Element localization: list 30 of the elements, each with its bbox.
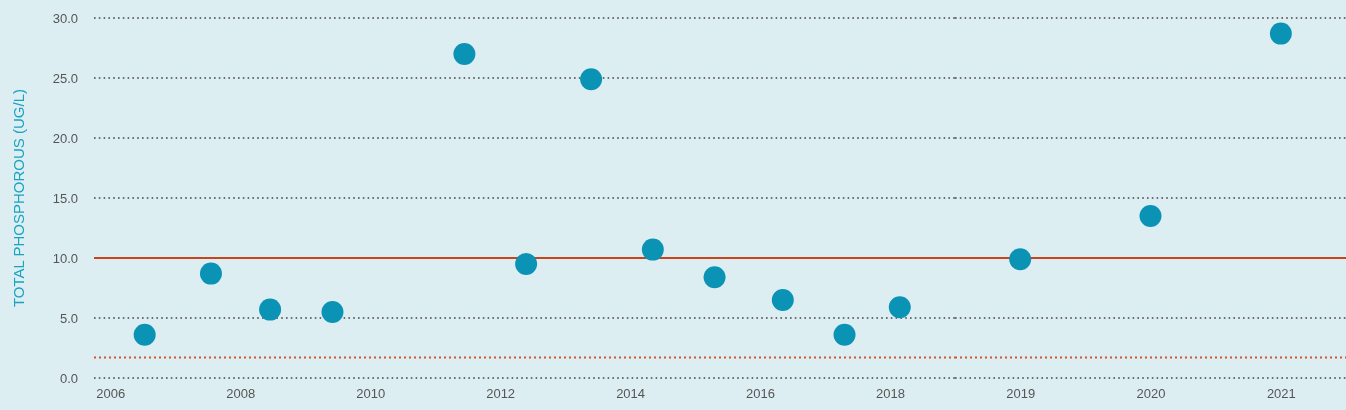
x-tick-label: 2008 xyxy=(226,386,256,402)
point xyxy=(888,296,911,319)
point xyxy=(833,323,856,346)
y-tick-label: 0.0 xyxy=(59,370,78,386)
point xyxy=(515,253,538,275)
point xyxy=(133,323,156,346)
x-tick-label: 2012 xyxy=(486,386,516,402)
point xyxy=(321,301,344,323)
y-tick-label: 15.0 xyxy=(52,190,78,206)
y-tick-label: 20.0 xyxy=(52,130,78,146)
y-tick-label: 5.0 xyxy=(59,310,78,326)
y-tick-label: 30.0 xyxy=(52,10,78,26)
x-tick-label: 2006 xyxy=(96,386,126,402)
y-axis-title: TOTAL PHOSPHOROUS (UG/L) xyxy=(10,88,27,308)
point xyxy=(580,68,603,91)
point xyxy=(703,266,726,289)
y-tick-label: 25.0 xyxy=(52,70,78,86)
x-tick-label: 2010 xyxy=(356,386,386,402)
point xyxy=(453,43,476,65)
point xyxy=(199,262,222,285)
point xyxy=(259,298,282,321)
x-tick-label: 2019 xyxy=(1006,386,1036,402)
x-tick-label: 2020 xyxy=(1136,386,1166,402)
point xyxy=(771,289,794,311)
point xyxy=(641,238,664,261)
x-tick-label: 2014 xyxy=(616,386,646,402)
x-tick-label: 2018 xyxy=(876,386,905,402)
y-tick-label: 10.0 xyxy=(52,250,78,266)
x-tick-label: 2021 xyxy=(1266,386,1296,402)
x-tick-label: 2016 xyxy=(746,386,776,402)
